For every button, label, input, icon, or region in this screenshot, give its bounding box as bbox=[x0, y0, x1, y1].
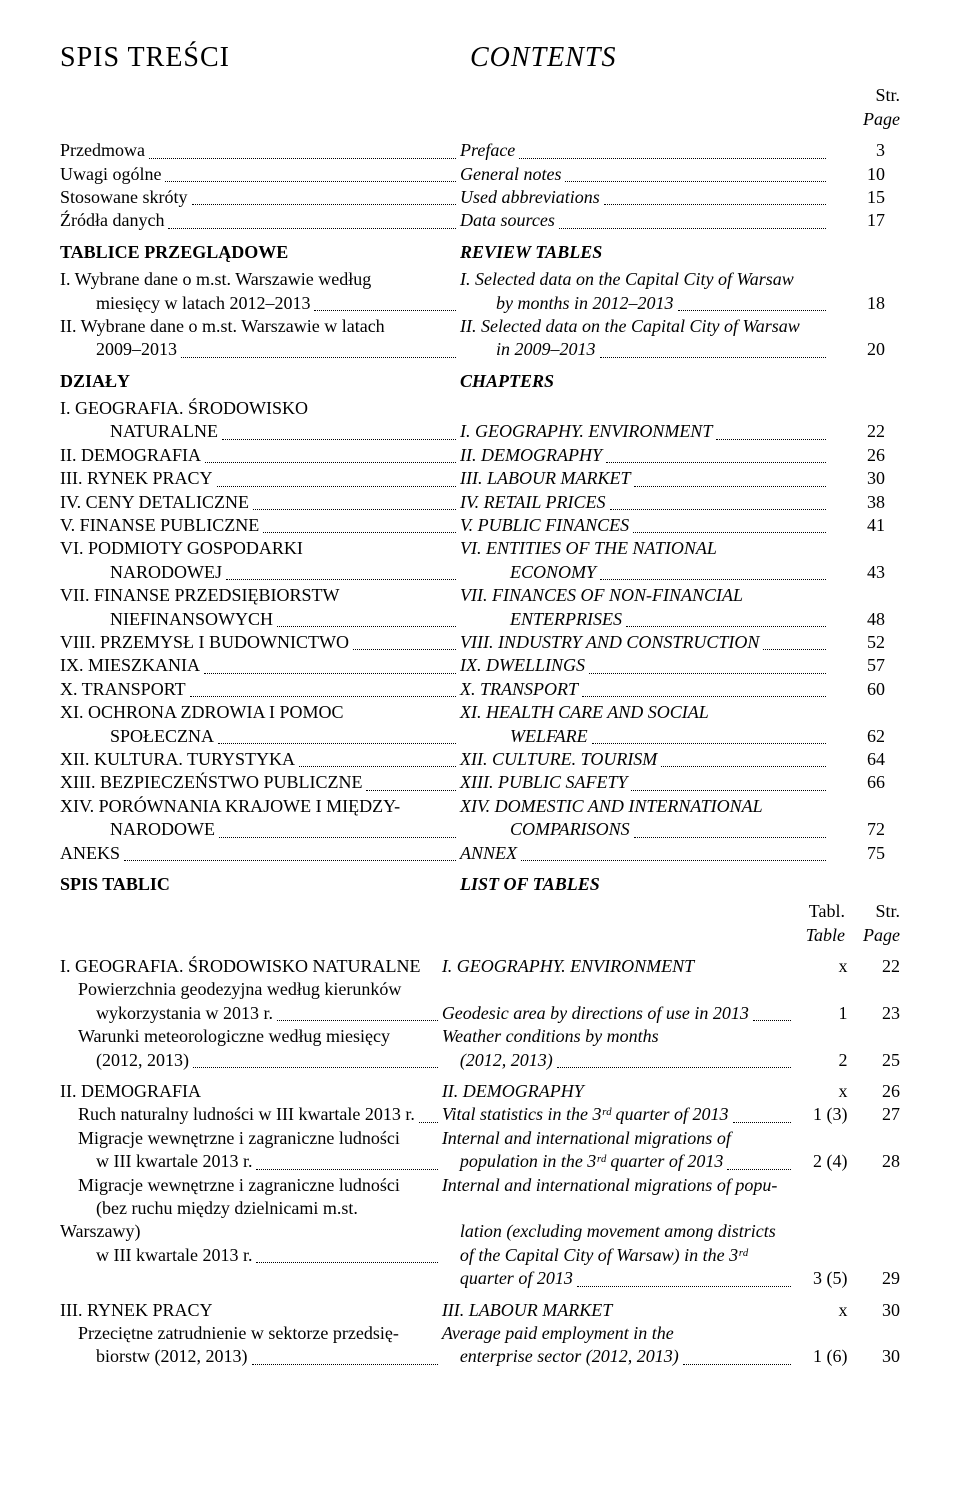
intro-section: PrzedmowaPreface3Uwagi ogólneGeneral not… bbox=[60, 139, 900, 233]
list-sections: I. GEOGRAFIA. ŚRODOWISKO NATURALNEI. GEO… bbox=[60, 955, 900, 1369]
toc-row: NATURALNEI. GEOGRAPHY. ENVIRONMENT22 bbox=[60, 420, 900, 443]
toc-row: w III kwartale 2013 r.population in the … bbox=[60, 1150, 900, 1173]
toc-row: NARODOWECOMPARISONS72 bbox=[60, 818, 900, 841]
toc-row: wykorzystania w 2013 r.Geodesic area by … bbox=[60, 1002, 900, 1025]
review-section: I. Wybrane dane o m.st. Warszawie według… bbox=[60, 268, 900, 362]
title-en: CONTENTS bbox=[470, 40, 617, 76]
toc-row: I. GEOGRAFIA. ŚRODOWISKO NATURALNEI. GEO… bbox=[60, 955, 900, 978]
toc-row: NARODOWEJECONOMY43 bbox=[60, 561, 900, 584]
toc-row: IX. MIESZKANIAIX. DWELLINGS57 bbox=[60, 654, 900, 677]
toc-row: NIEFINANSOWYCHENTERPRISES48 bbox=[60, 608, 900, 631]
page-header: Str. Page bbox=[60, 84, 900, 131]
toc-row: Ruch naturalny ludności w III kwartale 2… bbox=[60, 1103, 900, 1126]
title-row: SPIS TREŚCI CONTENTS bbox=[60, 40, 900, 76]
toc-row: ANEKSANNEX75 bbox=[60, 842, 900, 865]
toc-row: miesięcy w latach 2012–2013by months in … bbox=[60, 292, 900, 315]
toc-row: XIV. PORÓWNANIA KRAJOWE I MIĘDZY-XIV. DO… bbox=[60, 795, 900, 818]
toc-row: II. Wybrane dane o m.st. Warszawie w lat… bbox=[60, 315, 900, 338]
chapters-head-en: CHAPTERS bbox=[460, 370, 554, 393]
toc-row: XI. OCHRONA ZDROWIA I POMOCXI. HEALTH CA… bbox=[60, 701, 900, 724]
toc-row: VI. PODMIOTY GOSPODARKIVI. ENTITIES OF T… bbox=[60, 537, 900, 560]
toc-row: Migracje wewnętrzne i zagraniczne ludnoś… bbox=[60, 1174, 900, 1197]
toc-row: (bez ruchu między dzielnicami m.st. Wars… bbox=[60, 1197, 900, 1244]
toc-row: I. Wybrane dane o m.st. Warszawie według… bbox=[60, 268, 900, 291]
str-label-2: Str. bbox=[875, 901, 900, 921]
toc-row: XII. KULTURA. TURYSTYKAXII. CULTURE. TOU… bbox=[60, 748, 900, 771]
chapters-head-pl: DZIAŁY bbox=[60, 370, 130, 393]
table-label: Table bbox=[806, 925, 845, 945]
toc-row: quarter of 20133 (5)29 bbox=[60, 1267, 900, 1290]
page-label: Page bbox=[60, 108, 900, 131]
toc-row: III. RYNEK PRACYIII. LABOUR MARKETx30 bbox=[60, 1299, 900, 1322]
toc-row: I. GEOGRAFIA. ŚRODOWISKO bbox=[60, 397, 900, 420]
chapters-section: I. GEOGRAFIA. ŚRODOWISKONATURALNEI. GEOG… bbox=[60, 397, 900, 865]
spis-en: LIST OF TABLES bbox=[460, 873, 600, 896]
review-head-pl: TABLICE PRZEGLĄDOWE bbox=[60, 241, 288, 264]
toc-row: Stosowane skrótyUsed abbreviations15 bbox=[60, 186, 900, 209]
spis-pl: SPIS TABLIC bbox=[60, 873, 170, 896]
toc-row: biorstw (2012, 2013)enterprise sector (2… bbox=[60, 1345, 900, 1368]
toc-row: X. TRANSPORTX. TRANSPORT60 bbox=[60, 678, 900, 701]
toc-row: PrzedmowaPreface3 bbox=[60, 139, 900, 162]
toc-row: V. FINANSE PUBLICZNEV. PUBLIC FINANCES41 bbox=[60, 514, 900, 537]
toc-row: II. DEMOGRAFIAII. DEMOGRAPHY26 bbox=[60, 444, 900, 467]
toc-row: Powierzchnia geodezyjna według kierunków bbox=[60, 978, 900, 1001]
toc-row: III. RYNEK PRACYIII. LABOUR MARKET30 bbox=[60, 467, 900, 490]
toc-row: 2009–2013in 2009–201320 bbox=[60, 338, 900, 361]
toc-row: IV. CENY DETALICZNEIV. RETAIL PRICES38 bbox=[60, 491, 900, 514]
toc-row: SPOŁECZNAWELFARE62 bbox=[60, 725, 900, 748]
toc-row: w III kwartale 2013 r.of the Capital Cit… bbox=[60, 1244, 900, 1267]
page-label-2: Page bbox=[863, 925, 900, 945]
review-head: TABLICE PRZEGLĄDOWE REVIEW TABLES bbox=[60, 241, 900, 264]
toc-row: Przeciętne zatrudnienie w sektorze przed… bbox=[60, 1322, 900, 1345]
spis-head: SPIS TABLIC LIST OF TABLES bbox=[60, 873, 900, 896]
title-pl: SPIS TREŚCI bbox=[60, 40, 470, 76]
tabl-label: Tabl. bbox=[809, 901, 845, 921]
str-label: Str. bbox=[60, 84, 900, 107]
toc-row: VIII. PRZEMYSŁ I BUDOWNICTWOVIII. INDUST… bbox=[60, 631, 900, 654]
chapters-head: DZIAŁY CHAPTERS bbox=[60, 370, 900, 393]
toc-row: Warunki meteorologiczne według miesięcyW… bbox=[60, 1025, 900, 1048]
toc-row: (2012, 2013)(2012, 2013)225 bbox=[60, 1049, 900, 1072]
toc-row: XIII. BEZPIECZEŃSTWO PUBLICZNEXIII. PUBL… bbox=[60, 771, 900, 794]
toc-row: Źródła danychData sources17 bbox=[60, 209, 900, 232]
toc-row: Migracje wewnętrzne i zagraniczne ludnoś… bbox=[60, 1127, 900, 1150]
toc-row: II. DEMOGRAFIAII. DEMOGRAPHYx26 bbox=[60, 1080, 900, 1103]
review-head-en: REVIEW TABLES bbox=[460, 241, 602, 264]
toc-row: VII. FINANSE PRZEDSIĘBIORSTWVII. FINANCE… bbox=[60, 584, 900, 607]
toc-row: Uwagi ogólneGeneral notes10 bbox=[60, 163, 900, 186]
tabl-header: Tabl. Table Str. Page bbox=[60, 900, 900, 947]
